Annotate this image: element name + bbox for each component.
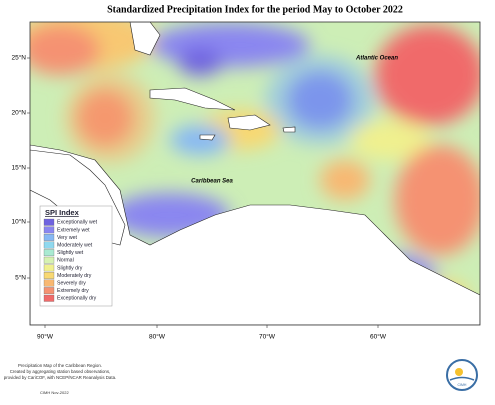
- legend-label: Slightly dry: [57, 265, 83, 271]
- latitude-label: 25°N: [11, 54, 26, 62]
- legend-swatch: [43, 249, 55, 257]
- legend-label: Exceptionally dry: [57, 296, 97, 302]
- latitude-label: 20°N: [11, 109, 26, 117]
- map-title: Standardized Precipitation Index for the…: [107, 4, 403, 15]
- map-frame: [29, 21, 481, 326]
- footer-line: Created by aggregating station based obs…: [10, 369, 111, 374]
- legend-title: SPI Index: [45, 208, 80, 217]
- footer-line: Precipitation Map of the Caribbean Regio…: [18, 363, 102, 368]
- longitude-label: 70°W: [259, 333, 276, 341]
- legend-swatch: [43, 234, 55, 241]
- footer-credit: CIMH Nov-2022: [40, 390, 69, 395]
- footer: CIMH Nov-2022 Precipitation Map of the C…: [4, 363, 117, 395]
- latitude-label: 5°N: [15, 274, 26, 282]
- legend-swatch: [43, 287, 55, 295]
- spi-field: [30, 22, 480, 325]
- legend-label: Severely dry: [57, 280, 86, 286]
- latitude-label: 10°N: [11, 218, 26, 226]
- longitude-label: 60°W: [370, 333, 387, 341]
- sea-label: Caribbean Sea: [191, 179, 233, 185]
- legend-swatch: [43, 256, 55, 264]
- logo-text: CIMH: [458, 383, 467, 387]
- legend-swatch: [43, 218, 55, 226]
- logo-wave: [449, 376, 475, 381]
- legend-label: Extremely wet: [57, 227, 90, 233]
- legend-label: Exceptionally wet: [57, 220, 98, 226]
- legend-swatch: [43, 241, 55, 249]
- legend-swatch: [43, 272, 55, 279]
- longitude-label: 90°W: [37, 333, 54, 341]
- ocean-label: Atlantic Ocean: [355, 56, 398, 62]
- longitude-label: 80°W: [149, 333, 166, 341]
- legend-swatch: [43, 279, 55, 287]
- legend-label: Normal: [57, 258, 74, 264]
- legend-label: Very wet: [57, 235, 77, 241]
- legend-swatch: [43, 294, 55, 302]
- legend-swatch: [43, 264, 55, 272]
- legend-label: Moderately dry: [57, 273, 92, 279]
- legend-label: Moderately wet: [57, 242, 93, 248]
- legend-label: Extremely dry: [57, 288, 89, 294]
- legend-swatch: [43, 226, 55, 234]
- footer-line: provided by CariCOF, with NCEP/NCAR Rean…: [4, 375, 117, 380]
- latitude-label: 15°N: [11, 164, 26, 172]
- legend-label: Slightly wet: [57, 250, 84, 256]
- logo: [446, 359, 478, 391]
- logo-sun: [455, 368, 463, 376]
